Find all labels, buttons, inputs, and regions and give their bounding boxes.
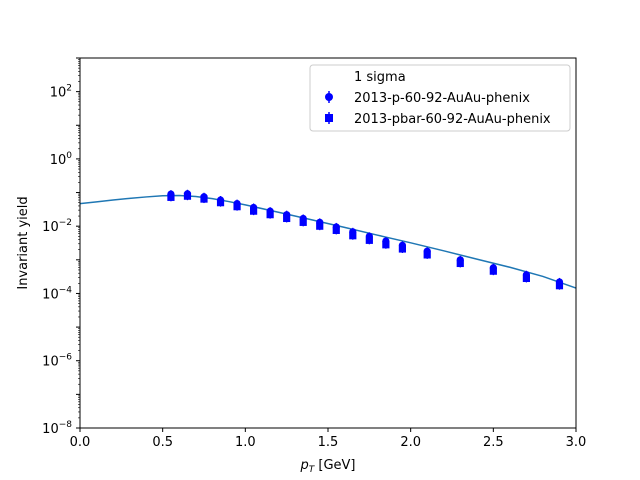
data-point-square	[266, 211, 274, 219]
data-point-square	[398, 245, 406, 253]
x-axis-label-sub: T	[309, 465, 316, 475]
y-tick-label-exp: 2	[66, 84, 72, 94]
y-tick-label: 10−2	[42, 218, 72, 235]
data-point-square	[365, 236, 373, 244]
data-point-square	[555, 282, 564, 290]
y-tick-label-exp: −2	[59, 218, 72, 228]
x-axis-label: pT [GeV]	[299, 458, 355, 475]
series-pbar	[167, 192, 564, 290]
data-point-square	[216, 199, 225, 207]
data-point-square	[183, 192, 192, 200]
legend-marker-square	[325, 114, 333, 122]
data-point-square	[489, 267, 497, 275]
y-tick-label-exp: −8	[59, 420, 73, 430]
x-tick-label: 0.0	[70, 435, 91, 450]
y-tick-label-base: 10	[42, 355, 59, 370]
data-point-square	[423, 251, 431, 259]
x-tick-label: 1.5	[318, 435, 339, 450]
y-tick-label: 102	[50, 84, 72, 101]
x-axis-label-base: p	[299, 458, 308, 473]
legend-label-pbar: 2013-pbar-60-92-AuAu-phenix	[354, 112, 551, 127]
legend-entry-p: 2013-p-60-92-AuAu-phenix	[325, 91, 530, 106]
y-tick-label-base: 10	[42, 220, 59, 235]
data-point-square	[316, 222, 324, 230]
y-tick-label: 100	[50, 151, 73, 168]
y-axis-label: Invariant yield	[16, 196, 31, 289]
y-tick-label: 10−4	[42, 285, 72, 302]
legend-label-p: 2013-p-60-92-AuAu-phenix	[354, 91, 530, 106]
x-tick-label: 0.5	[152, 435, 173, 450]
data-point-square	[283, 214, 291, 223]
data-point-square	[167, 193, 175, 201]
y-tick-label: 10−8	[42, 420, 72, 437]
y-tick-label-exp: 0	[66, 151, 72, 161]
data-point-square	[456, 259, 464, 268]
data-point-square	[522, 274, 530, 283]
data-point-square	[299, 218, 307, 226]
x-tick-label: 3.0	[566, 435, 587, 450]
legend-box	[309, 64, 571, 132]
y-tick-label-exp: −6	[59, 353, 73, 363]
y-tick-label: 10−6	[42, 353, 72, 370]
plot-area	[79, 189, 577, 290]
data-point-square	[382, 241, 390, 249]
y-tick-label-base: 10	[50, 153, 67, 168]
y-tick-label-base: 10	[42, 287, 59, 302]
fit-curve	[79, 194, 577, 289]
data-point-square	[349, 232, 357, 240]
data-point-square	[233, 203, 241, 211]
legend: 1 sigma 2013-p-60-92-AuAu-phenix 2013-pb…	[309, 64, 571, 132]
x-axis-label-unit: [GeV]	[314, 458, 355, 473]
data-point-square	[332, 226, 340, 234]
legend-entry-pbar: 2013-pbar-60-92-AuAu-phenix	[325, 112, 551, 127]
y-tick-label-exp: −4	[59, 285, 73, 295]
y-tick-label-base: 10	[50, 86, 67, 101]
x-tick-label: 1.0	[235, 435, 256, 450]
legend-title: 1 sigma	[354, 70, 406, 85]
x-tick-label: 2.0	[400, 435, 421, 450]
data-point-square	[200, 195, 208, 203]
data-point-square	[250, 207, 258, 215]
legend-marker-circle	[325, 93, 333, 101]
x-tick-label: 2.5	[483, 435, 504, 450]
y-tick-label-base: 10	[42, 422, 59, 437]
x-axis: 0.0 0.5 1.0 1.5 2.0 2.5 3.0	[70, 428, 587, 450]
